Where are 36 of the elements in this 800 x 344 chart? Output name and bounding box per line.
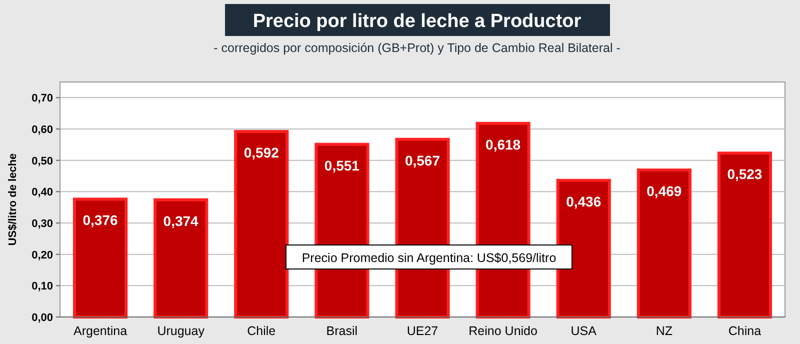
data-label: 0,592 — [244, 144, 280, 161]
bar — [234, 130, 289, 318]
x-tick-label: Brasil — [326, 324, 358, 338]
y-tick-label: 0,70 — [32, 92, 53, 105]
data-label: 0,618 — [486, 136, 521, 152]
y-tick-label: 0,40 — [32, 186, 53, 199]
data-label: 0,567 — [404, 152, 440, 168]
x-tick-label: Reino Unido — [468, 324, 538, 338]
chart-title: Precio por litro de leche a Productor — [252, 11, 582, 32]
bar — [154, 198, 208, 318]
chart-subtitle: - corregidos por composición (GB+Prot) y Tipo de Cambio Real Bilateral - — [214, 41, 620, 55]
y-tick-label: 0,30 — [32, 218, 53, 230]
y-axis-title: US$/litro de leche — [7, 153, 19, 246]
x-tick-label: UE27 — [406, 324, 438, 338]
bar — [717, 152, 772, 318]
annotation: Precio Promedio sin Argentina: US$0,569/litro — [302, 251, 556, 265]
bar — [636, 168, 692, 318]
y-tick-label: 0,00 — [32, 312, 53, 324]
bar — [73, 198, 128, 318]
x-tick-label: Argentina — [74, 324, 128, 338]
y-tick-label: 0,60 — [32, 124, 53, 136]
data-label: 0,374 — [163, 212, 199, 229]
data-label: 0,376 — [82, 212, 118, 228]
bar — [556, 178, 611, 318]
x-tick-label: NZ — [656, 324, 673, 338]
data-label: 0,469 — [646, 183, 682, 200]
data-label: 0,436 — [566, 193, 602, 210]
y-tick-label: 0,10 — [32, 280, 53, 293]
x-tick-label: Uruguay — [157, 324, 206, 338]
y-tick-label: 0,50 — [32, 155, 53, 168]
y-tick-label: 0,20 — [32, 249, 53, 262]
x-tick-label: China — [728, 324, 762, 338]
x-tick-label: Chile — [247, 324, 276, 338]
x-tick-label: USA — [570, 324, 598, 338]
data-label: 0,523 — [727, 166, 762, 182]
data-label: 0,551 — [324, 157, 360, 174]
